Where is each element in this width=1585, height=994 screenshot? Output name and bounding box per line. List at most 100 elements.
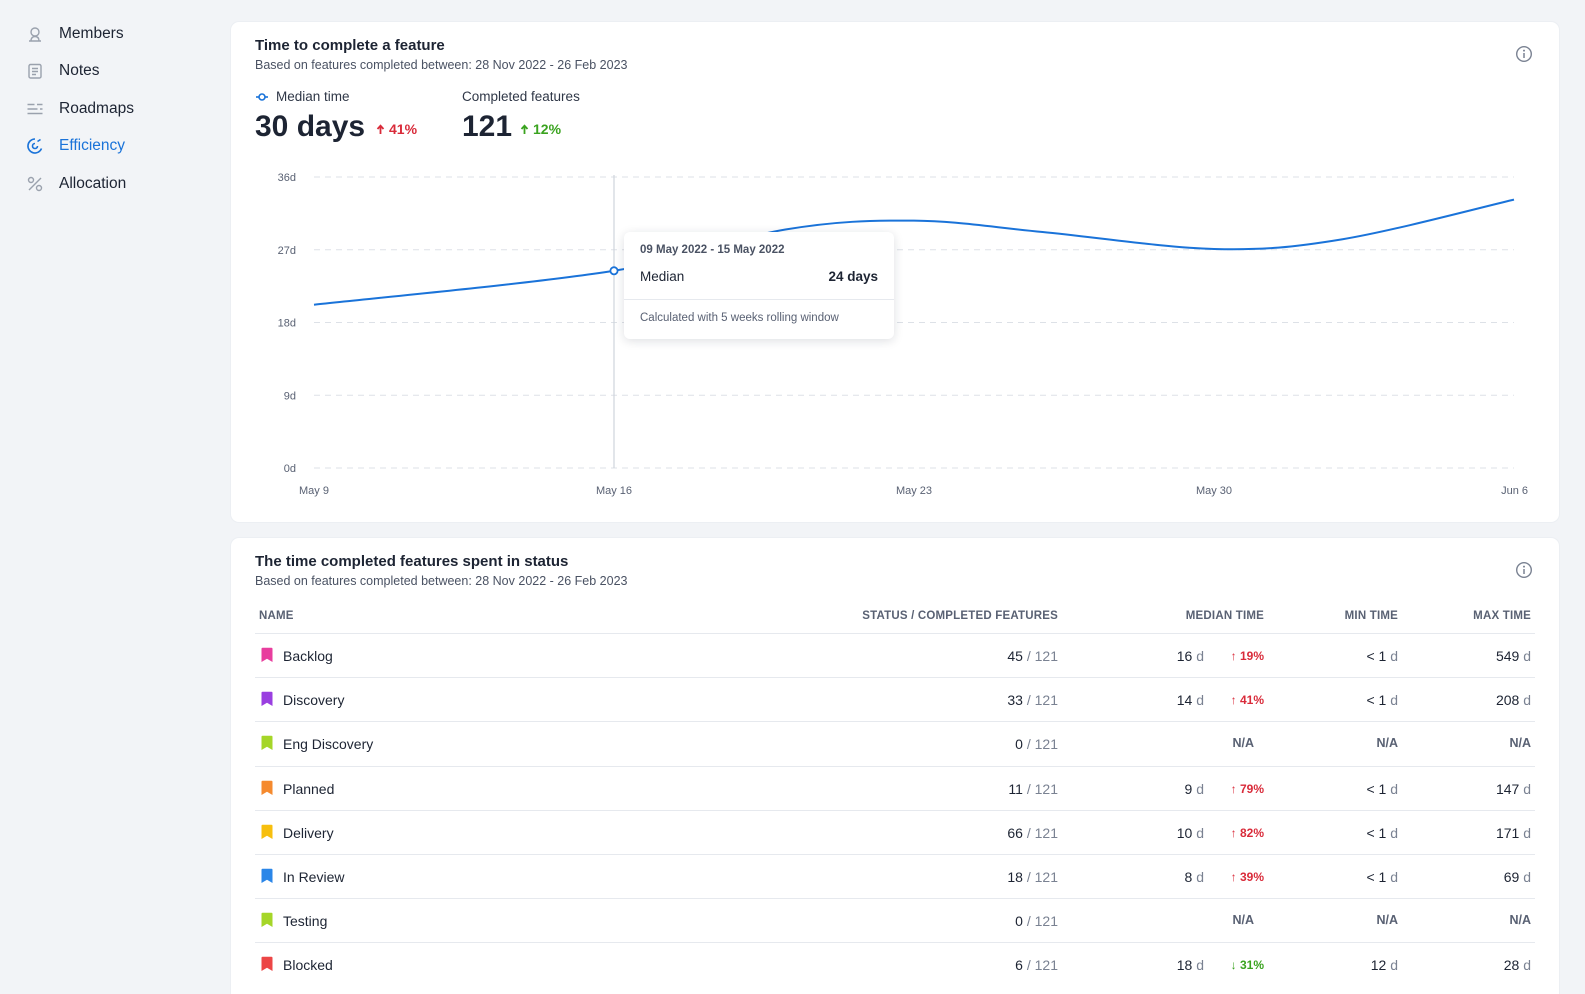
median-time-value: 30 days: [255, 110, 366, 143]
min-time-unit: d: [1386, 824, 1398, 841]
max-time-unit: d: [1519, 824, 1531, 841]
status-count-total: / 121: [1022, 869, 1058, 885]
sidebar-item-notes[interactable]: Notes: [26, 56, 100, 86]
median-delta: ↑ 79%: [1230, 781, 1264, 796]
line-legend-icon: [256, 92, 268, 101]
notes-icon: [26, 62, 44, 80]
max-time: 147 d: [1496, 781, 1531, 797]
min-time-value: < 1: [1366, 824, 1387, 841]
column-header-name[interactable]: NAME: [259, 610, 294, 622]
median-time-value: 8: [1184, 869, 1193, 885]
arrow-up-icon: [520, 123, 529, 134]
completed-features-value: 121: [462, 110, 513, 143]
x-tick-label: May 16: [596, 485, 632, 497]
feature-time-card: Time to complete a feature Based on feat…: [231, 22, 1559, 522]
median-time-value: 18: [1176, 957, 1193, 974]
card-subtitle: Based on features completed between: 28 …: [255, 58, 628, 72]
status-count-total: / 121: [1022, 957, 1058, 974]
chart-tooltip: 09 May 2022 - 15 May 2022 Median 24 days…: [624, 232, 894, 339]
completed-features-delta: 12%: [520, 121, 561, 137]
status-count-total: / 121: [1022, 736, 1058, 753]
info-icon[interactable]: [1515, 561, 1533, 579]
column-header-median[interactable]: MEDIAN TIME: [1185, 610, 1264, 622]
status-count: 45 / 121: [1007, 648, 1058, 664]
sidebar-item-label: Members: [59, 25, 124, 42]
status-count-value: 11: [1008, 780, 1023, 797]
y-tick-label: 27d: [278, 245, 296, 257]
sidebar-item-label: Roadmaps: [59, 100, 134, 117]
table-row[interactable]: Testing 0 / 121 N/A N/A N/A: [255, 898, 1535, 942]
status-name: Testing: [283, 913, 328, 930]
table-row[interactable]: Eng Discovery 0 / 121 N/A N/A N/A: [255, 721, 1535, 765]
max-time-value: 147: [1495, 780, 1520, 797]
median-time-value: 10: [1176, 824, 1193, 841]
median-time-unit: d: [1192, 780, 1204, 797]
sidebar-item-label: Efficiency: [59, 137, 126, 154]
status-name: Delivery: [283, 824, 334, 841]
status-count-value: 45: [1007, 648, 1023, 664]
table-row[interactable]: Delivery 66 / 121 10 d ↑ 82% < 1 d 171 d: [255, 809, 1535, 854]
median-time-line-chart[interactable]: 0d 9d 18d 27d 36d May 9 May 16 May 23 May 30 Jun …: [231, 22, 1559, 522]
sidebar-item-efficiency[interactable]: Efficiency: [26, 131, 125, 161]
median-delta-text: 41%: [389, 121, 418, 137]
table-row[interactable]: Backlog 45 / 121 16 d ↑ 19% < 1 d 549 d: [255, 633, 1535, 677]
median-time-label: Median time: [255, 89, 350, 104]
min-time: < 1 d: [1366, 648, 1398, 664]
arrow-up-icon: [376, 123, 385, 134]
status-name: Blocked: [283, 957, 333, 974]
y-tick-label: 18d: [278, 318, 296, 330]
column-header-max[interactable]: MAX TIME: [1473, 610, 1531, 622]
sidebar-item-label: Allocation: [59, 175, 127, 192]
min-time-value: 12: [1370, 957, 1387, 974]
tooltip-divider: [624, 299, 894, 300]
table-row[interactable]: In Review 18 / 121 8 d ↑ 39% < 1 d 69 d: [255, 854, 1535, 898]
efficiency-icon: [26, 137, 44, 155]
min-time: < 1 d: [1366, 869, 1398, 885]
tooltip-date-range: 09 May 2022 - 15 May 2022: [640, 244, 785, 256]
info-icon[interactable]: [1515, 45, 1533, 63]
max-time-unit: d: [1519, 780, 1531, 797]
column-header-status[interactable]: STATUS / COMPLETED FEATURES: [862, 610, 1058, 622]
status-name: Backlog: [283, 648, 333, 664]
min-time-value: < 1: [1366, 648, 1387, 664]
sidebar-item-roadmaps[interactable]: Roadmaps: [26, 94, 134, 124]
table-row[interactable]: Planned 11 / 121 9 d ↑ 79% < 1 d 147 d: [255, 765, 1535, 810]
members-icon: [26, 25, 44, 43]
status-count: 0 / 121: [1015, 736, 1058, 752]
min-time-value: < 1: [1366, 780, 1387, 797]
min-time: N/A: [1376, 913, 1398, 928]
status-flag-icon: [261, 691, 273, 707]
roadmaps-icon: [26, 100, 44, 118]
median-time-unit: d: [1192, 824, 1204, 841]
median-series-line: [313, 198, 1515, 306]
status-count-total: / 121: [1022, 913, 1058, 930]
sidebar-item-allocation[interactable]: Allocation: [26, 169, 126, 199]
column-header-min[interactable]: MIN TIME: [1344, 610, 1398, 622]
status-count: 0 / 121: [1015, 913, 1058, 929]
median-time: N/A: [1232, 736, 1254, 751]
y-tick-label: 36d: [278, 172, 296, 184]
status-count-value: 6: [1015, 957, 1023, 974]
card-title: Time to complete a feature: [255, 37, 445, 54]
max-time: N/A: [1509, 736, 1531, 751]
status-count-value: 0: [1015, 736, 1023, 753]
completed-delta-text: 12%: [533, 121, 562, 137]
sidebar-item-members[interactable]: Members: [26, 19, 124, 49]
status-flag-icon: [261, 868, 273, 883]
highlighted-data-point: [609, 266, 619, 276]
max-time: 208 d: [1496, 692, 1531, 708]
table-row[interactable]: Blocked 6 / 121 18 d ↓ 31% 12 d 28 d: [255, 942, 1535, 986]
status-count-value: 0: [1015, 913, 1023, 930]
status-flag-icon: [261, 957, 273, 972]
status-count: 6 / 121: [1015, 957, 1058, 973]
median-delta: ↑ 41%: [1230, 693, 1264, 708]
median-time-value: 14: [1176, 692, 1193, 709]
table-row[interactable]: Discovery 33 / 121 14 d ↑ 41% < 1 d 208 d: [255, 677, 1535, 721]
min-time: N/A: [1376, 736, 1398, 751]
median-delta: ↓ 31%: [1230, 958, 1264, 973]
min-time-unit: d: [1386, 648, 1398, 664]
max-time-unit: d: [1519, 648, 1531, 664]
status-count-total: / 121: [1022, 648, 1058, 664]
status-flag-icon: [261, 912, 273, 928]
median-time: 8 d: [1185, 869, 1204, 885]
